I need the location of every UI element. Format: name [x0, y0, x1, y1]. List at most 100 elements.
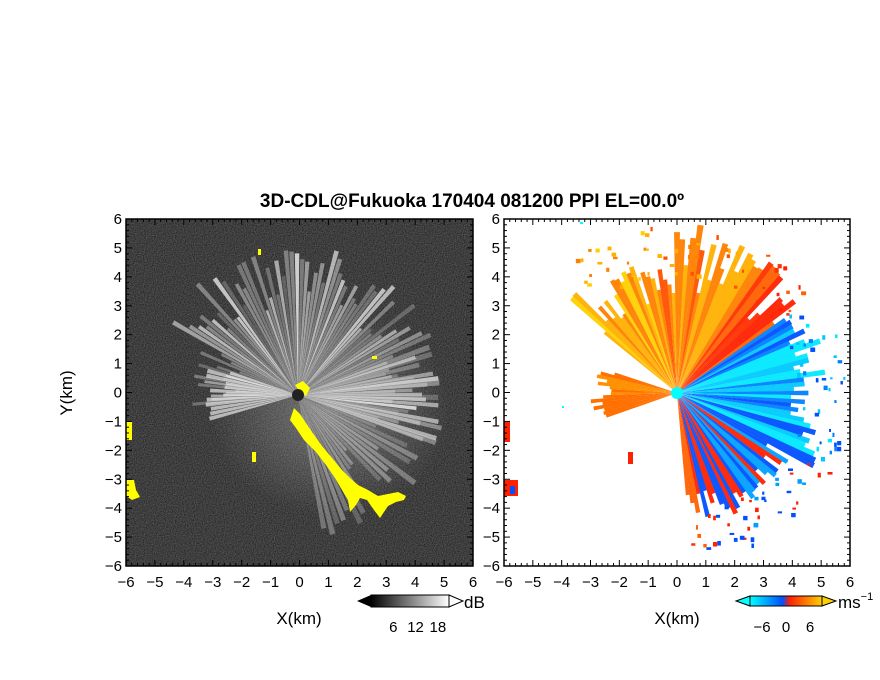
intensity-xtick-label: −5 — [146, 574, 163, 591]
velocity-speckle — [774, 267, 779, 273]
velocity-ray — [677, 393, 768, 476]
velocity-ray — [613, 293, 677, 393]
colorbar-tick-label: 6 — [806, 619, 814, 636]
velocity-ray — [677, 393, 811, 444]
velocity-speckle — [798, 285, 801, 290]
velocity-speckle — [697, 533, 702, 538]
velocity-ray — [677, 393, 756, 493]
velocity-speckle — [795, 342, 800, 345]
velocity-speckle — [695, 256, 700, 259]
velocity-ray — [612, 316, 677, 393]
velocity-speckle — [687, 254, 691, 260]
velocity-speckle — [584, 280, 588, 284]
velocity-speckle — [743, 515, 748, 521]
velocity-speckle — [801, 291, 807, 296]
velocity-speckle — [797, 372, 801, 378]
intensity-xtick-label: −3 — [204, 574, 221, 591]
velocity-ytick-label: 6 — [492, 211, 500, 228]
velocity-ray — [620, 316, 677, 393]
velocity-ray — [677, 268, 725, 393]
colorbar-tick-label: −6 — [753, 619, 770, 636]
velocity-ray — [677, 339, 806, 393]
chart-title: 3D-CDL@Fukuoka 170404 081200 PPI EL=00.0… — [260, 191, 684, 212]
velocity-speckle — [750, 537, 755, 543]
velocity-speckle — [816, 446, 820, 452]
intensity-ytick-label: −5 — [105, 529, 122, 546]
velocity-ray — [677, 328, 806, 393]
velocity-ray — [597, 305, 677, 393]
velocity-speckle — [823, 385, 828, 391]
colorbar-gradient — [749, 595, 823, 607]
velocity-ray — [677, 340, 791, 393]
velocity-speckle — [797, 479, 802, 484]
intensity-xtick-label: 2 — [353, 574, 361, 591]
velocity-xtick-label: −4 — [553, 574, 570, 591]
velocity-speckle — [767, 312, 772, 316]
velocity-xtick-label: 6 — [846, 574, 854, 591]
velocity-speckle — [836, 446, 842, 452]
velocity-ray — [677, 393, 811, 429]
velocity-fan — [569, 224, 846, 550]
velocity-ray — [677, 366, 795, 393]
velocity-speckle — [643, 247, 647, 251]
velocity-speckle — [789, 472, 794, 475]
velocity-speckle — [827, 438, 832, 443]
velocity-ray — [600, 371, 677, 393]
velocity-speckle — [754, 496, 759, 501]
velocity-speckle — [626, 261, 630, 265]
velocity-ray — [677, 393, 759, 490]
colorbar-unit: ms−1 — [838, 591, 873, 612]
intensity-xtick-label: 5 — [440, 574, 448, 591]
velocity-ray — [677, 265, 778, 393]
velocity-speckle — [724, 506, 729, 510]
velocity-speckle — [644, 233, 650, 238]
velocity-ray — [677, 393, 724, 506]
velocity-ray — [677, 393, 741, 510]
velocity-speckle — [706, 547, 712, 550]
velocity-ytick-label: −3 — [483, 471, 500, 488]
velocity-speckle — [690, 271, 694, 276]
velocity-speckle — [837, 360, 843, 364]
velocity-speckle — [589, 274, 592, 278]
velocity-xtick-label: −3 — [582, 574, 599, 591]
velocity-speckle — [607, 246, 612, 251]
intensity-xtick-label: 1 — [324, 574, 332, 591]
velocity-speckle — [650, 226, 653, 232]
highlight-spot-1 — [252, 452, 256, 462]
velocity-ray — [677, 393, 690, 496]
velocity-ray — [677, 393, 701, 514]
velocity-speckle — [728, 248, 731, 254]
intensity-xtick-label: −2 — [233, 574, 250, 591]
velocity-ray — [628, 266, 677, 393]
velocity-speckle — [797, 433, 801, 438]
velocity-ray — [657, 269, 677, 393]
velocity-speckle — [580, 258, 584, 263]
velocity-ray — [614, 372, 677, 393]
velocity-patch-3 — [510, 486, 515, 494]
velocity-speckle — [783, 266, 788, 271]
velocity-ray — [677, 279, 712, 393]
velocity-ray — [603, 393, 677, 399]
velocity-speckle — [595, 248, 600, 253]
velocity-speckle — [751, 543, 755, 549]
velocity-ray — [677, 369, 826, 393]
velocity-speckle — [837, 441, 842, 446]
velocity-ray — [677, 393, 816, 457]
velocity-speckle — [776, 292, 780, 297]
velocity-speckle — [799, 315, 805, 320]
velocity-axes: −6 −5 −4 −3 −2 −1 0 1 2 3 4 5 6 −6 −5 −4 −3 −2 −1 0 1 2 3 4 5 6 — [483, 211, 854, 591]
velocity-speckle — [691, 543, 696, 546]
velocity-speckle — [747, 526, 751, 531]
velocity-speckle — [657, 254, 662, 259]
colorbar-tick-label: 18 — [430, 619, 447, 636]
velocity-ray — [677, 393, 804, 437]
intensity-xtick-label: −1 — [262, 574, 279, 591]
velocity-speckle — [805, 323, 810, 328]
intensity-xtick-label: 6 — [469, 574, 477, 591]
velocity-ray — [677, 393, 817, 463]
velocity-panel: −6 −5 −4 −3 −2 −1 0 1 2 3 4 5 6 −6 −5 −4 −3 −2 −1 0 1 2 3 4 5 6 X… — [483, 211, 854, 628]
intensity-ytick-label: 1 — [114, 356, 122, 373]
intensity-xtick-label: 4 — [411, 574, 419, 591]
velocity-speckle — [789, 314, 793, 319]
velocity-speckle — [611, 252, 617, 257]
